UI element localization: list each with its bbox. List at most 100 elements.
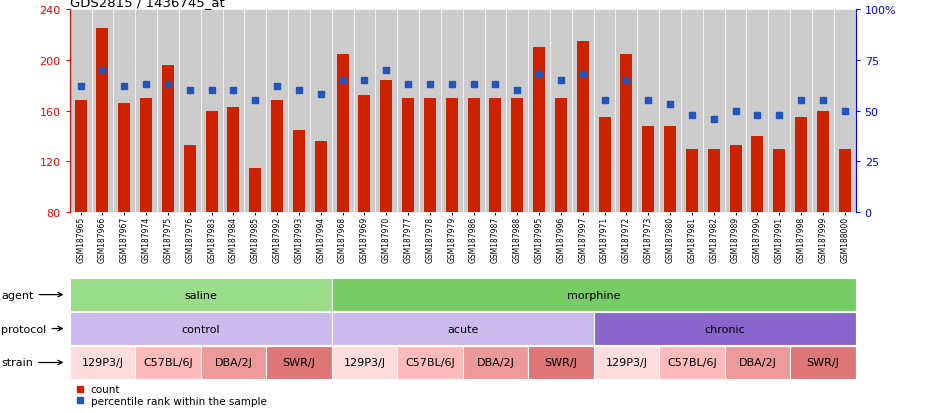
Text: C57BL/6J: C57BL/6J [143,358,193,368]
Bar [768,10,790,212]
Point [816,98,830,104]
Point [641,98,656,104]
Bar [245,10,266,212]
Bar [376,10,397,212]
Point [728,108,743,115]
Point [422,82,437,88]
Text: 129P3/J: 129P3/J [82,358,124,368]
Bar [795,118,807,212]
Bar [708,149,720,212]
Bar [751,137,764,212]
Bar [681,10,703,212]
Bar [314,142,326,212]
Point [73,84,88,90]
Point [270,84,285,90]
Bar [724,346,790,379]
Bar [462,10,485,212]
Point [619,78,634,84]
Bar [70,346,135,379]
Bar [659,346,724,379]
Bar [337,55,349,212]
Point [95,68,110,74]
Bar [572,10,593,212]
Text: C57BL/6J: C57BL/6J [405,358,455,368]
Bar [222,10,245,212]
Text: control: control [181,324,220,334]
Bar [293,130,305,212]
Point [117,84,132,90]
Bar [162,66,174,212]
Bar [834,10,856,212]
Text: agent: agent [1,290,62,300]
Point [750,112,764,119]
Bar [332,278,856,311]
Legend: count, percentile rank within the sample: count, percentile rank within the sample [75,384,267,406]
Bar [272,101,283,212]
Text: saline: saline [184,290,218,300]
Bar [528,10,550,212]
Point [576,71,591,78]
Bar [266,346,332,379]
Point [793,98,808,104]
Bar [593,312,856,345]
Bar [380,81,392,212]
Point [488,82,503,88]
Bar [358,96,370,212]
Text: SWR/J: SWR/J [544,358,578,368]
Bar [332,10,353,212]
Text: DBA/2J: DBA/2J [738,358,777,368]
Bar [817,111,829,212]
Point [161,82,176,88]
Bar [468,99,480,212]
Point [182,88,197,95]
Bar [70,278,332,311]
Bar [201,346,266,379]
Bar [353,10,376,212]
Bar [729,145,741,212]
Bar [310,10,332,212]
Bar [489,99,501,212]
Bar [512,99,524,212]
Point [379,68,393,74]
Bar [397,10,419,212]
Bar [118,104,130,212]
Bar [659,10,681,212]
Bar [703,10,724,212]
Bar [419,10,441,212]
Bar [593,346,659,379]
Bar [599,118,611,212]
Point [401,82,416,88]
Bar [157,10,179,212]
Bar [249,168,261,212]
Bar [593,10,616,212]
Bar [70,312,332,345]
Bar [113,10,135,212]
Bar [135,10,157,212]
Bar [135,346,201,379]
Text: protocol: protocol [1,324,62,334]
Point [139,82,153,88]
Bar [140,99,153,212]
Point [357,78,372,84]
Bar [397,346,463,379]
Text: chronic: chronic [704,324,745,334]
Point [466,82,481,88]
Bar [288,10,310,212]
Bar [686,149,698,212]
Bar [485,10,506,212]
Bar [201,10,222,212]
Bar [266,10,288,212]
Bar [91,10,113,212]
Bar [228,107,239,212]
Bar [402,99,414,212]
Point [445,82,459,88]
Bar [462,346,528,379]
Text: GDS2815 / 1436745_at: GDS2815 / 1436745_at [70,0,224,9]
Point [248,98,263,104]
Bar [441,10,462,212]
Point [597,98,612,104]
Point [226,88,241,95]
Bar [724,10,747,212]
Text: acute: acute [447,324,478,334]
Point [684,112,699,119]
